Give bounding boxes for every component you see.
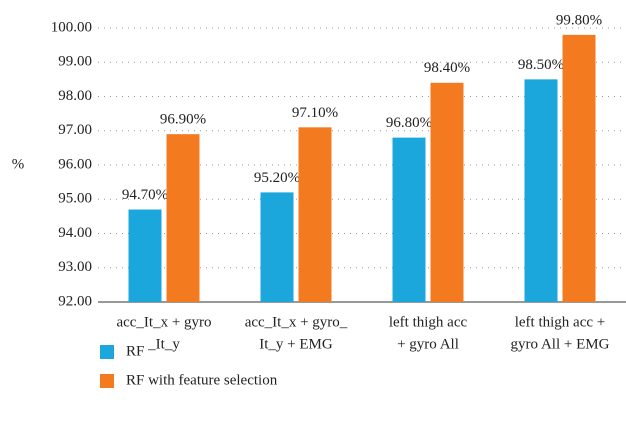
y-tick-label: 98.00 xyxy=(58,88,92,104)
x-tick-label: It_y + EMG xyxy=(259,336,333,352)
bar xyxy=(524,79,558,302)
legend-swatch xyxy=(100,345,114,359)
value-label: 98.40% xyxy=(424,60,470,76)
x-tick-label: left thigh acc + xyxy=(515,314,606,330)
legend-swatch xyxy=(100,374,114,388)
x-tick-label: gyro All + EMG xyxy=(511,336,610,352)
bar xyxy=(430,82,464,302)
bar xyxy=(260,192,294,302)
y-tick-label: 93.00 xyxy=(58,259,92,275)
value-label: 99.80% xyxy=(556,12,602,28)
bar xyxy=(562,34,596,302)
y-tick-label: 97.00 xyxy=(58,122,92,138)
value-label: 94.70% xyxy=(122,187,168,203)
y-tick-label: 94.00 xyxy=(58,225,92,241)
bar xyxy=(128,209,162,302)
bar xyxy=(392,137,426,302)
value-label: 96.90% xyxy=(160,112,206,128)
x-tick-label: acc_It_x + gyro_ xyxy=(245,314,348,330)
legend-label: RF with feature selection xyxy=(126,372,278,388)
legend-label: RF xyxy=(126,343,144,359)
value-label: 96.80% xyxy=(386,115,432,131)
value-label: 98.50% xyxy=(518,57,564,73)
y-tick-label: 95.00 xyxy=(58,191,92,207)
value-label: 95.20% xyxy=(254,170,300,186)
x-tick-label: + gyro All xyxy=(397,336,459,352)
x-tick-label: acc_It_x + gyro xyxy=(116,314,211,330)
y-tick-label: 96.00 xyxy=(58,156,92,172)
bar xyxy=(166,134,200,302)
bar xyxy=(298,127,332,302)
y-axis-label: % xyxy=(12,156,25,172)
y-tick-label: 92.00 xyxy=(58,293,92,309)
value-label: 97.10% xyxy=(292,105,338,121)
x-tick-label: left thigh acc xyxy=(389,314,468,330)
y-tick-label: 99.00 xyxy=(58,54,92,70)
x-tick-label: _It_y xyxy=(147,336,180,352)
y-tick-label: 100.00 xyxy=(51,19,92,35)
